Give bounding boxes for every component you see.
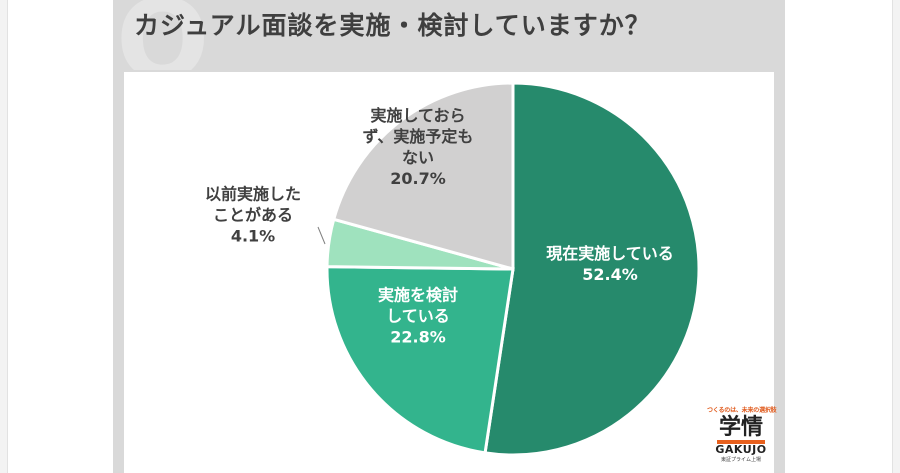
slice-category-label: 実施を検討 [378, 286, 458, 305]
slice-category-label: 以前実施した [205, 185, 301, 204]
svg-text:Q: Q [116, 0, 207, 70]
leader-line [317, 226, 326, 245]
slice-category-label: ことがある [213, 206, 293, 225]
slice-category-label: 実施しておら [370, 106, 465, 125]
question-mark-decoration: Q [112, 0, 207, 70]
slice-category-label: 現在実施している [546, 244, 674, 263]
slice-none [331, 81, 515, 271]
logo-tagline: つくるのは、未来の選択肢 [707, 407, 777, 414]
slice-value-label: 22.8% [390, 328, 446, 347]
left-margin [0, 0, 8, 473]
logo-english: GAKUJO [715, 443, 767, 456]
slice-value-label: 20.7% [390, 169, 446, 188]
slice-category-label: ない [402, 148, 434, 167]
slice-value-label: 4.1% [231, 227, 275, 246]
page-title: カジュアル面談を実施・検討していますか？ [134, 11, 651, 40]
slice-category-label: ず、実施予定も [363, 127, 474, 146]
logo-bar [717, 440, 765, 444]
gakujo-logo: つくるのは、未来の選択肢 学情 GAKUJO 東証プライム上場 [707, 405, 777, 467]
slice-value-label: 52.4% [582, 265, 638, 284]
slice-current [483, 81, 701, 457]
logo-subline: 東証プライム上場 [721, 457, 761, 463]
logo-kanji: 学情 [718, 415, 763, 440]
slice-considering [325, 265, 515, 455]
slice-category-label: している [386, 307, 450, 326]
right-margin [892, 0, 900, 473]
